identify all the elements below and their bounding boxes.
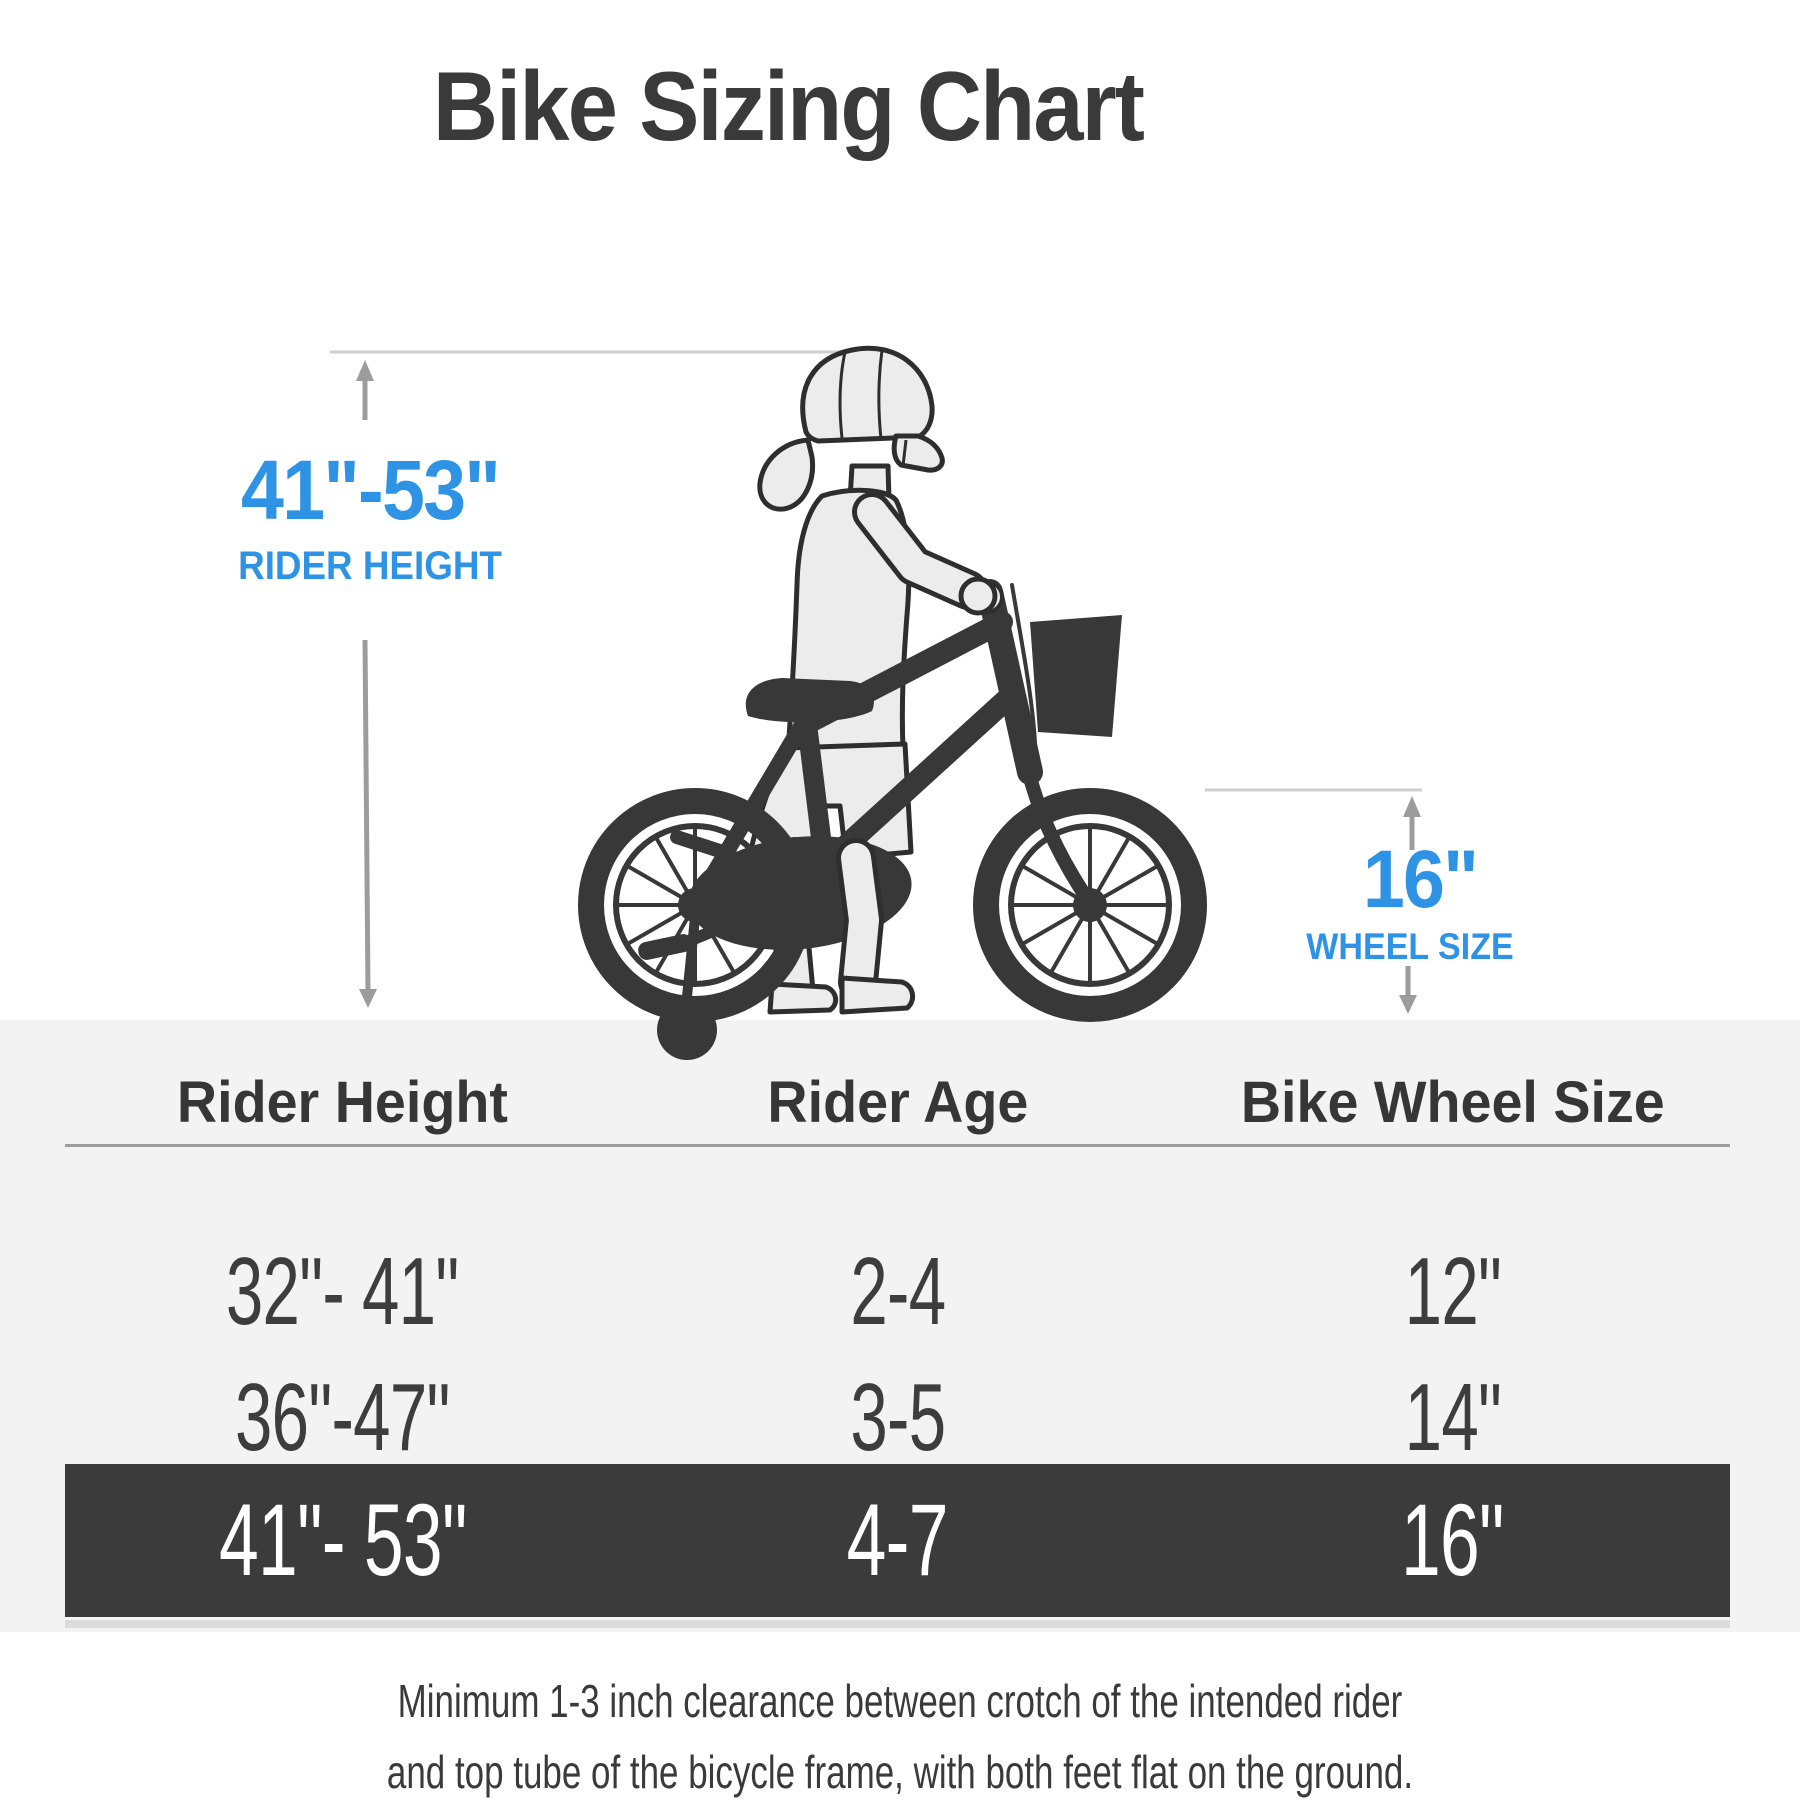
table-row-highlighted: 41"- 53" 4-7 16" (65, 1464, 1730, 1617)
cell-rider-age: 4-7 (846, 1483, 949, 1597)
cell-wheel-size: 12" (1404, 1238, 1501, 1345)
front-foot (839, 975, 916, 1015)
column-header-wheel-size: Bike Wheel Size (1240, 1070, 1665, 1135)
rider-height-label: RIDER HEIGHT (238, 544, 502, 588)
header-divider (65, 1144, 1730, 1147)
cell-rider-height: 41"- 53" (218, 1483, 467, 1597)
arrow-up-icon (356, 360, 374, 381)
bike-silhouette (578, 579, 1207, 1060)
column-header-rider-age: Rider Age (767, 1070, 1028, 1135)
bike-frame (687, 579, 1095, 913)
table-row: 36"-47" 3-5 14" (65, 1366, 1730, 1470)
child-front-limbs (836, 492, 998, 1015)
cell-rider-age: 2-4 (849, 1238, 946, 1345)
cell-wheel-size: 16" (1401, 1483, 1504, 1597)
rider-height-value: 41"-53" (240, 443, 501, 537)
hand (958, 576, 998, 616)
table-header-row: Rider Height Rider Age Bike Wheel Size (65, 1062, 1730, 1144)
child-silhouette (747, 345, 945, 1015)
chainguard (688, 836, 912, 950)
page-title: Bike Sizing Chart (432, 51, 1145, 161)
cell-wheel-size: 14" (1404, 1364, 1501, 1471)
helmet (800, 345, 935, 444)
table-bottom-divider (65, 1620, 1730, 1628)
wheel-size-value: 16" (1362, 834, 1479, 925)
arrow-up-icon (1403, 796, 1421, 817)
handlebar-grip (970, 580, 1004, 614)
cell-rider-height: 36"-47" (235, 1364, 450, 1471)
pedal (638, 934, 692, 960)
cell-rider-age: 3-5 (849, 1364, 946, 1471)
column-header-rider-height: Rider Height (176, 1070, 509, 1135)
seat (745, 678, 874, 723)
cell-rider-height: 32"- 41" (226, 1238, 459, 1345)
ponytail (757, 437, 816, 512)
clearance-footnote: Minimum 1-3 inch clearance between crotc… (386, 1675, 1414, 1799)
face (891, 433, 945, 473)
back-foot (767, 981, 839, 1015)
rear-wheel (578, 788, 812, 1022)
torso (785, 487, 912, 755)
shorts (747, 741, 914, 861)
arrow-down-icon (359, 989, 377, 1008)
arrow-down-icon (1399, 995, 1417, 1014)
training-wheel-bar (680, 897, 702, 1017)
table-row: 32"- 41" 2-4 12" (65, 1240, 1730, 1344)
neck (847, 463, 892, 503)
front-wheel (973, 788, 1207, 1022)
basket (1030, 615, 1122, 737)
wheel-size-label: WHEEL SIZE (1306, 926, 1514, 967)
